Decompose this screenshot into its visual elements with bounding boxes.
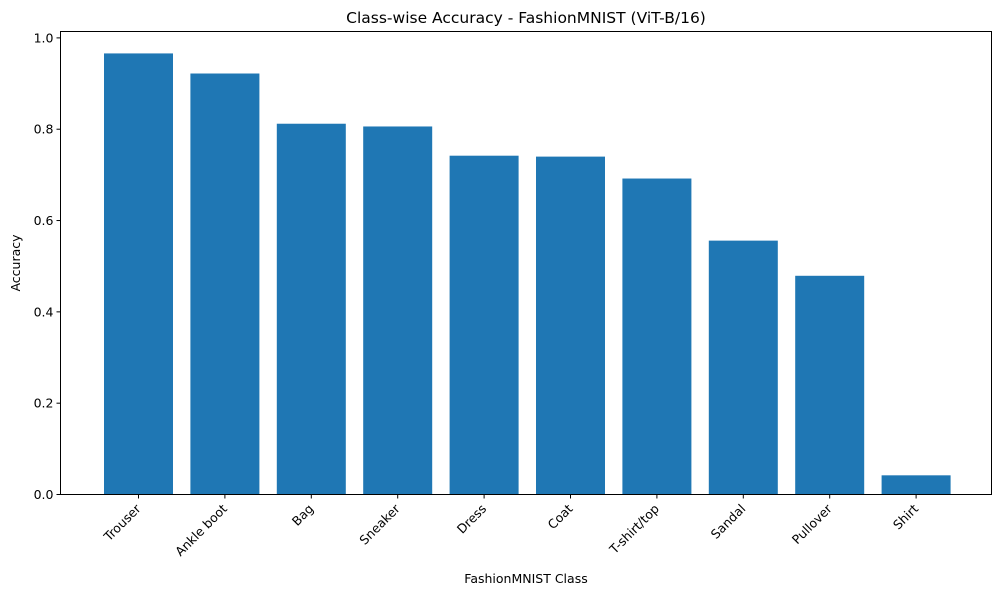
- bar-dress: [449, 155, 519, 495]
- bar-t-shirt-top: [622, 178, 692, 495]
- x-tick-label: T-shirt/top: [606, 501, 662, 557]
- x-tick-label: Sandal: [708, 501, 749, 542]
- y-tick-label: 0.6: [34, 213, 54, 228]
- bar-sneaker: [363, 126, 433, 495]
- y-axis-label: Accuracy: [8, 234, 23, 292]
- chart-title: Class-wise Accuracy - FashionMNIST (ViT-…: [346, 9, 706, 27]
- bar-bag: [276, 123, 346, 495]
- y-tick-label: 0.0: [34, 487, 54, 502]
- plot-frame: [60, 31, 992, 495]
- x-tick-label: Pullover: [789, 500, 836, 547]
- bar-ankle-boot: [190, 73, 260, 495]
- x-tick-label: Shirt: [890, 501, 921, 532]
- x-tick-label: Sneaker: [356, 500, 403, 547]
- x-tick-label: Coat: [545, 501, 576, 532]
- bar-pullover: [795, 275, 865, 495]
- y-tick-label: 0.4: [34, 304, 54, 319]
- x-tick-label: Ankle boot: [172, 501, 230, 559]
- bars-group: [104, 53, 951, 495]
- x-tick-label: Dress: [454, 501, 490, 537]
- y-tick-label: 0.2: [34, 396, 54, 411]
- x-axis: Trouser Ankle boot Bag Sneaker Dress Coat T-sh…: [100, 494, 921, 559]
- y-tick-label: 1.0: [34, 30, 54, 45]
- x-tick-label: Trouser: [100, 500, 144, 544]
- bar-trouser: [104, 53, 173, 495]
- y-axis: 0.0 0.2 0.4 0.6 0.8 1.0: [34, 30, 61, 502]
- x-axis-label: FashionMNIST Class: [464, 571, 587, 586]
- y-tick-label: 0.8: [34, 122, 54, 137]
- bar-coat: [536, 156, 605, 495]
- bar-sandal: [708, 240, 778, 495]
- x-tick-label: Bag: [289, 501, 317, 529]
- bar-shirt: [881, 475, 951, 495]
